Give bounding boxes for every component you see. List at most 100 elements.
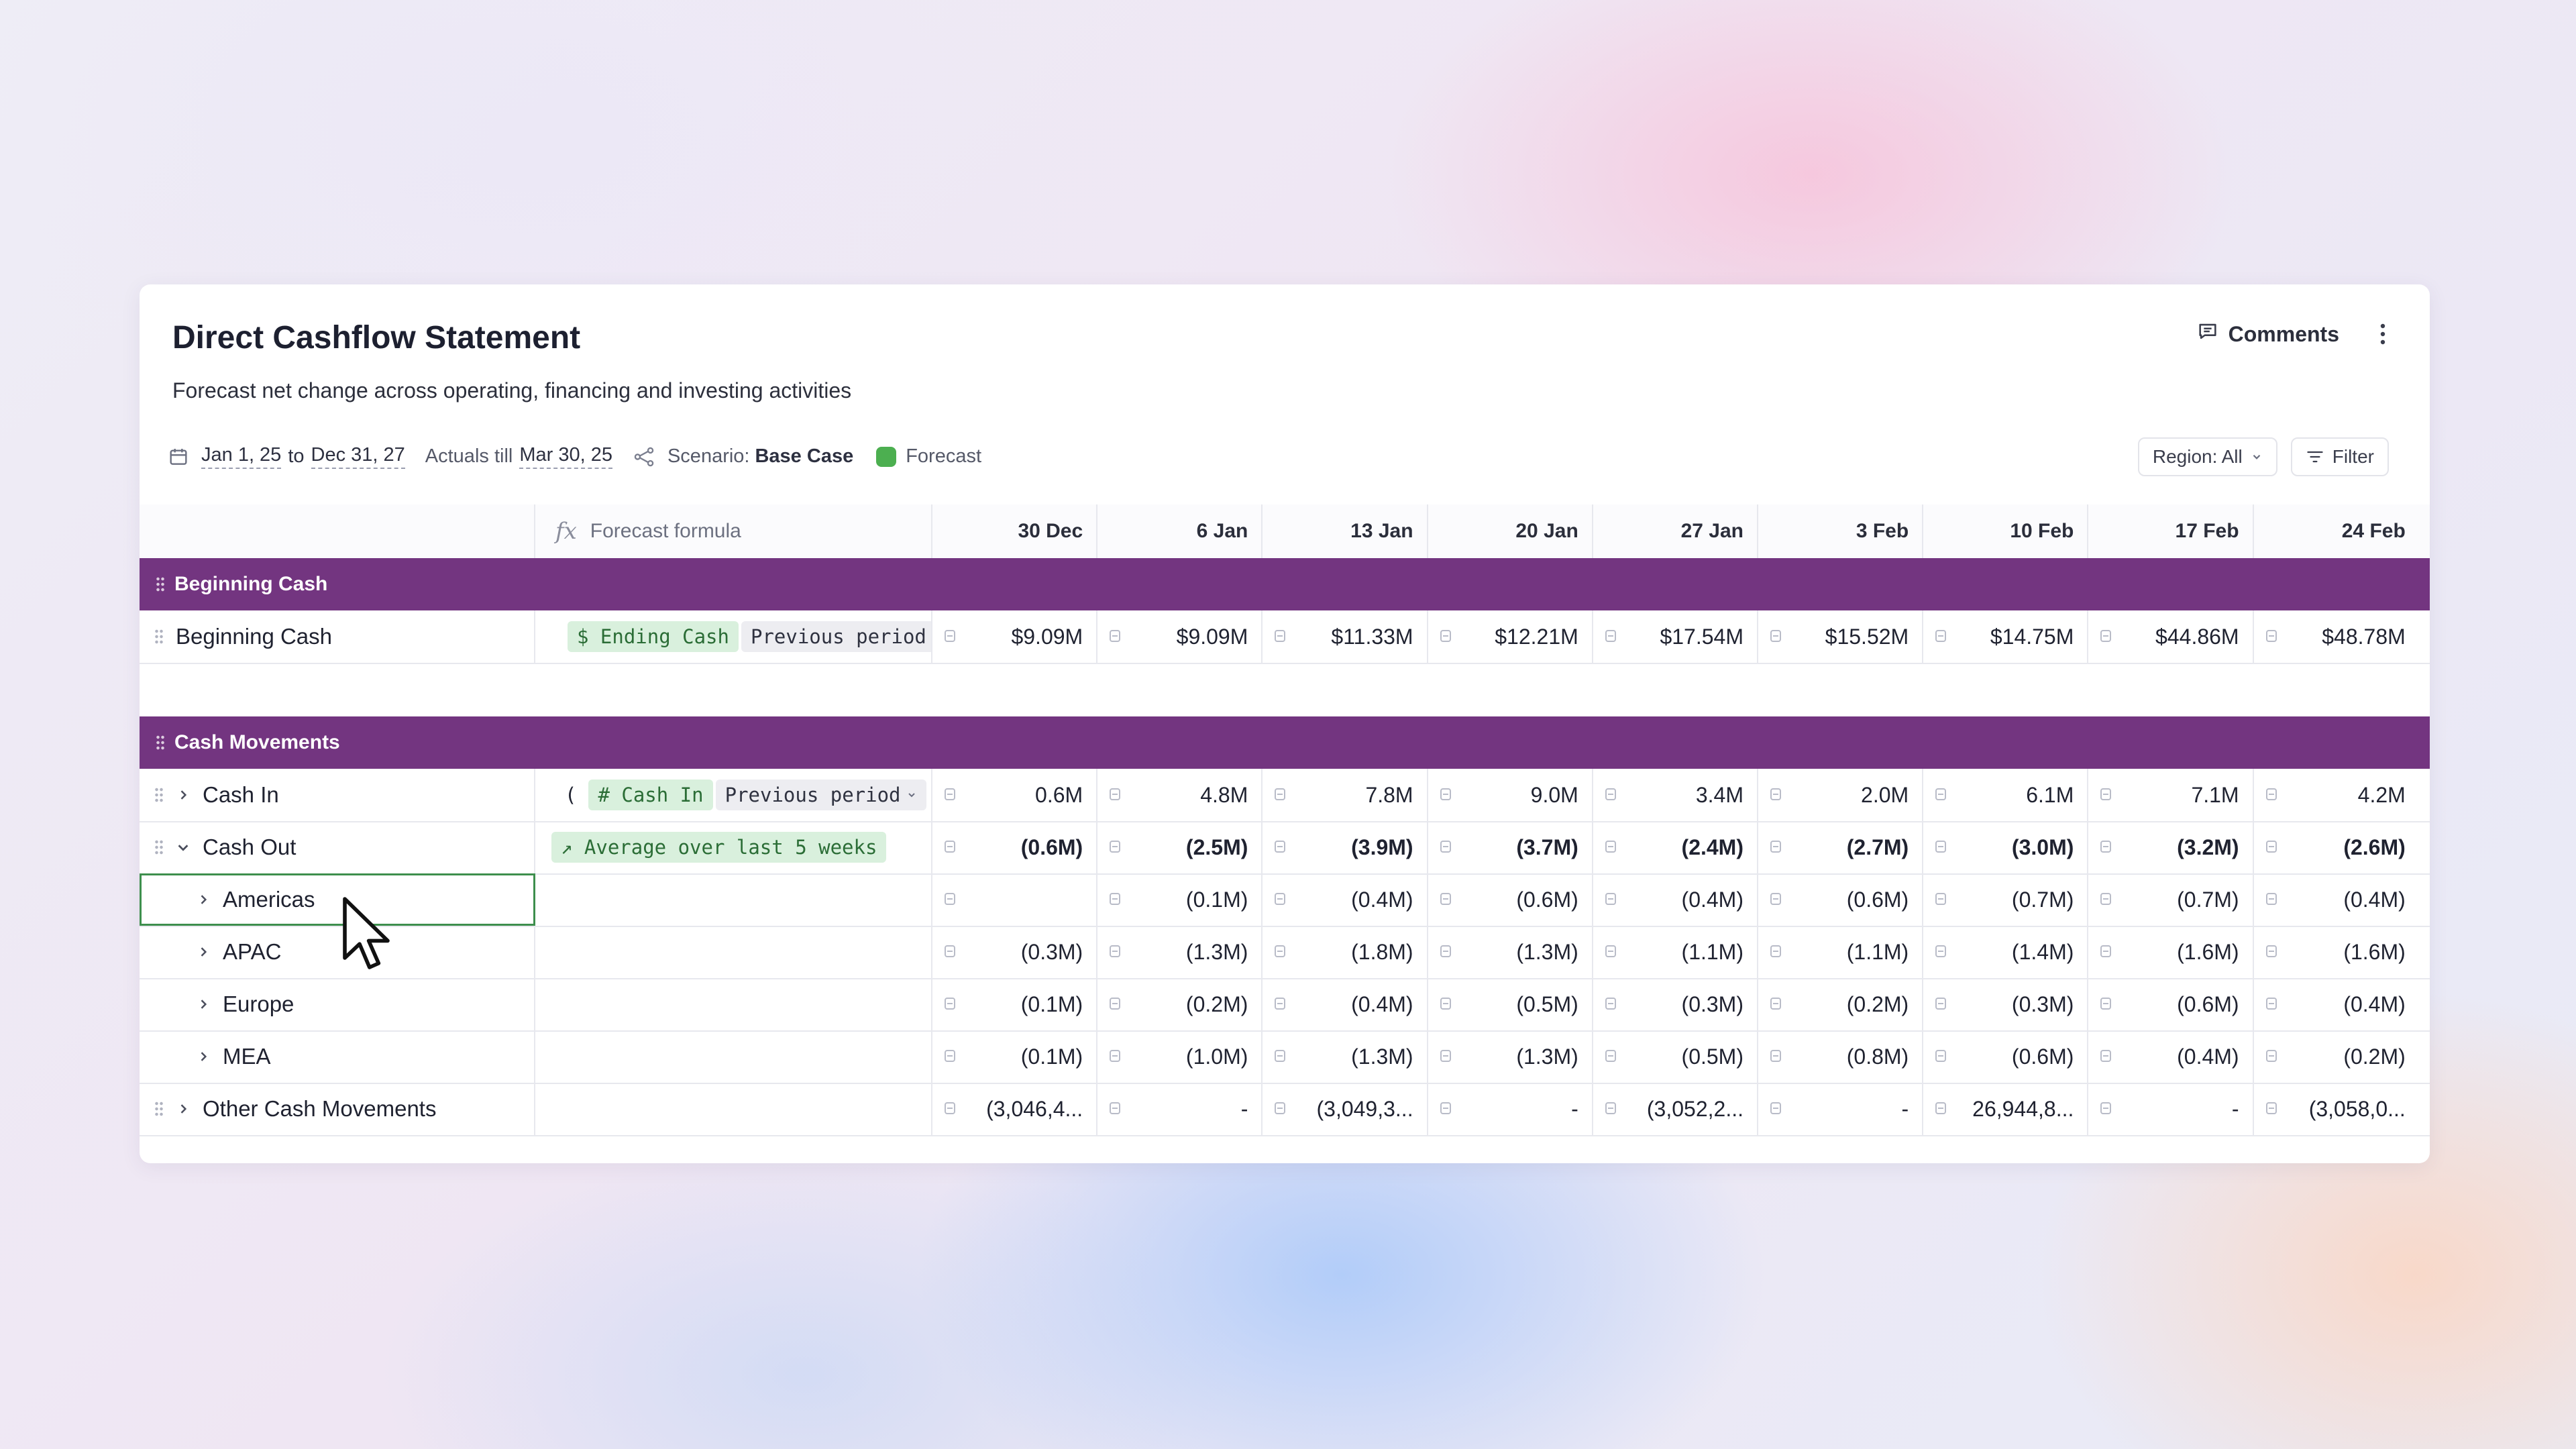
value-cell[interactable]: 0.6M: [932, 769, 1098, 821]
table-row-beginning-cash[interactable]: Beginning Cash $ Ending Cash Previous pe…: [140, 610, 2430, 664]
value-cell[interactable]: (3.9M): [1263, 821, 1428, 873]
value-cell[interactable]: $12.21M: [1428, 610, 1593, 663]
column-header[interactable]: 30 Dec: [932, 504, 1098, 558]
value-cell[interactable]: $17.54M: [1593, 610, 1758, 663]
value-cell[interactable]: (1.1M): [1758, 926, 1924, 978]
date-range-end[interactable]: Dec 31, 27: [311, 444, 405, 469]
value-cell[interactable]: (0.1M): [1097, 873, 1263, 926]
value-cell[interactable]: (0.6M): [1428, 873, 1593, 926]
scenario-value[interactable]: Base Case: [755, 445, 854, 467]
table-row-americas[interactable]: Americas (0.1M) (0.4M) (0.6M) (0.4M) (0.6M) (…: [140, 873, 2430, 927]
drag-handle-icon[interactable]: [156, 576, 165, 592]
formula-cell[interactable]: ↗ Average over last 5 weeks: [535, 821, 932, 873]
value-cell[interactable]: (0.2M): [1097, 978, 1263, 1030]
table-row-other-cash-movements[interactable]: Other Cash Movements (3,046,4... - (3,049,…: [140, 1083, 2430, 1136]
drag-handle-icon[interactable]: [156, 735, 165, 751]
drag-handle-icon[interactable]: [154, 787, 164, 803]
formula-cell[interactable]: [535, 926, 932, 978]
value-cell[interactable]: $48.78M: [2254, 610, 2419, 663]
formula-token-cash-in[interactable]: # Cash In: [588, 780, 713, 810]
column-header[interactable]: 17 Feb: [2088, 504, 2254, 558]
column-header[interactable]: 13 Jan: [1263, 504, 1428, 558]
formula-cell[interactable]: $ Ending Cash Previous period: [535, 610, 932, 663]
value-cell[interactable]: (3,052,2...: [1593, 1083, 1758, 1135]
value-cell[interactable]: (0.5M): [1428, 978, 1593, 1030]
value-cell[interactable]: (0.6M): [2088, 978, 2254, 1030]
value-cell[interactable]: (2.7M): [1758, 821, 1924, 873]
value-cell[interactable]: (0.7M): [2088, 873, 2254, 926]
table-row-europe[interactable]: Europe (0.1M) (0.2M) (0.4M) (0.5M) (0.3M) (0.…: [140, 978, 2430, 1032]
value-cell[interactable]: 6.1M: [1923, 769, 2089, 821]
value-cell[interactable]: (0.4M): [2254, 978, 2419, 1030]
chevron-right-icon[interactable]: [196, 945, 211, 959]
value-cell[interactable]: (0.6M): [932, 821, 1098, 873]
value-cell[interactable]: (1.8M): [1263, 926, 1428, 978]
value-cell[interactable]: (0.5M): [1593, 1030, 1758, 1083]
value-cell[interactable]: (0.6M): [1923, 1030, 2089, 1083]
chevron-down-icon[interactable]: [176, 840, 191, 855]
value-cell[interactable]: (0.3M): [1593, 978, 1758, 1030]
value-cell[interactable]: 26,944,8...: [1923, 1083, 2089, 1135]
formula-token-previous-period[interactable]: Previous period: [741, 621, 931, 652]
value-cell[interactable]: 7.1M: [2088, 769, 2254, 821]
table-row-apac[interactable]: APAC (0.3M) (1.3M) (1.8M) (1.3M) (1.1M) (1.1M…: [140, 926, 2430, 979]
formula-cell[interactable]: [535, 873, 932, 926]
value-cell[interactable]: (0.2M): [1758, 978, 1924, 1030]
value-cell[interactable]: [932, 873, 1098, 926]
value-cell[interactable]: (1.3M): [1263, 1030, 1428, 1083]
table-row-cash-in[interactable]: Cash In ( # Cash In Previous period 0.6M…: [140, 769, 2430, 822]
column-header[interactable]: 6 Jan: [1097, 504, 1263, 558]
region-dropdown[interactable]: Region: All: [2137, 437, 2277, 476]
value-cell[interactable]: (0.1M): [932, 1030, 1098, 1083]
value-cell[interactable]: (3,058,0...: [2254, 1083, 2419, 1135]
value-cell[interactable]: (0.3M): [932, 926, 1098, 978]
comments-button[interactable]: Comments: [2196, 320, 2339, 348]
section-header-beginning-cash[interactable]: Beginning Cash: [140, 558, 2430, 610]
formula-token-average[interactable]: ↗ Average over last 5 weeks: [551, 832, 887, 863]
value-cell[interactable]: $44.86M: [2088, 610, 2254, 663]
value-cell[interactable]: (1.3M): [1428, 1030, 1593, 1083]
value-cell[interactable]: (0.4M): [2254, 873, 2419, 926]
formula-cell[interactable]: [535, 1030, 932, 1083]
value-cell[interactable]: (1.1M): [1593, 926, 1758, 978]
column-header[interactable]: 27 Jan: [1593, 504, 1758, 558]
value-cell[interactable]: (0.6M): [1758, 873, 1924, 926]
value-cell[interactable]: -: [1428, 1083, 1593, 1135]
column-header[interactable]: 24 Feb: [2341, 520, 2406, 542]
table-row-cash-out[interactable]: Cash Out ↗ Average over last 5 weeks (0.…: [140, 821, 2430, 875]
value-cell[interactable]: (3,046,4...: [932, 1083, 1098, 1135]
value-cell[interactable]: (0.4M): [1263, 978, 1428, 1030]
formula-cell[interactable]: ( # Cash In Previous period: [535, 769, 932, 821]
value-cell[interactable]: $9.09M: [932, 610, 1098, 663]
value-cell[interactable]: $14.75M: [1923, 610, 2089, 663]
section-header-cash-movements[interactable]: Cash Movements: [140, 716, 2430, 769]
value-cell[interactable]: 3.4M: [1593, 769, 1758, 821]
value-cell[interactable]: (1.3M): [1097, 926, 1263, 978]
more-vertical-icon[interactable]: [2373, 319, 2393, 349]
chevron-right-icon[interactable]: [196, 997, 211, 1012]
value-cell[interactable]: 9.0M: [1428, 769, 1593, 821]
column-header[interactable]: 20 Jan: [1428, 504, 1593, 558]
value-cell[interactable]: 7.8M: [1263, 769, 1428, 821]
value-cell[interactable]: (1.6M): [2254, 926, 2419, 978]
value-cell[interactable]: (3.7M): [1428, 821, 1593, 873]
column-header[interactable]: 10 Feb: [1923, 504, 2089, 558]
value-cell[interactable]: (1.4M): [1923, 926, 2089, 978]
value-cell[interactable]: (1.0M): [1097, 1030, 1263, 1083]
value-cell[interactable]: 4.8M: [1097, 769, 1263, 821]
filter-button[interactable]: Filter: [2290, 437, 2389, 476]
value-cell[interactable]: (3.0M): [1923, 821, 2089, 873]
value-cell[interactable]: (0.4M): [1593, 873, 1758, 926]
value-cell[interactable]: (2.6M): [2254, 821, 2419, 873]
value-cell[interactable]: $11.33M: [1263, 610, 1428, 663]
chevron-right-icon[interactable]: [196, 892, 211, 907]
value-cell[interactable]: (0.3M): [1923, 978, 2089, 1030]
value-cell[interactable]: (1.6M): [2088, 926, 2254, 978]
value-cell[interactable]: (0.4M): [1263, 873, 1428, 926]
formula-cell[interactable]: [535, 1083, 932, 1135]
value-cell[interactable]: (0.4M): [2088, 1030, 2254, 1083]
value-cell[interactable]: (0.7M): [1923, 873, 2089, 926]
value-cell[interactable]: 4.2M: [2254, 769, 2419, 821]
drag-handle-icon[interactable]: [154, 1101, 164, 1117]
chevron-right-icon[interactable]: [196, 1049, 211, 1064]
